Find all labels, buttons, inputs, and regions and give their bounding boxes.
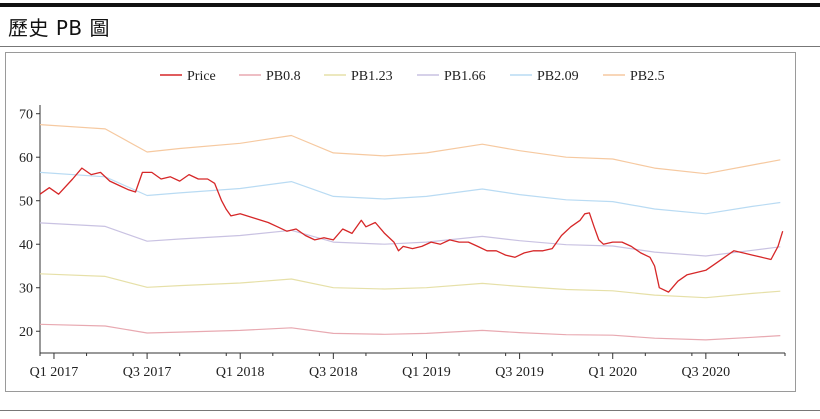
legend-label: PB2.09 [537, 69, 579, 84]
page-title: 歷史 PB 圖 [8, 16, 110, 40]
y-tick-label: 30 [19, 282, 33, 297]
y-tick-label: 60 [19, 151, 33, 166]
x-tick-label: Q3 2020 [682, 365, 731, 380]
header-divider [0, 46, 820, 47]
pb-history-chart: Price PB0.8 PB1.23 PB1.66 PB2.09 PB2.5 20 30 40… [19, 69, 786, 380]
x-tick-label: Q1 2019 [402, 365, 451, 380]
legend-label: PB2.5 [630, 69, 665, 84]
legend-label: PB0.8 [266, 69, 301, 84]
series-line-pb25 [39, 124, 781, 175]
legend-label: Price [187, 69, 216, 84]
series-line-pb123 [39, 273, 781, 299]
series-line-pb166 [39, 222, 781, 257]
x-tick-label: Q1 2020 [588, 365, 637, 380]
top-rule [0, 3, 820, 7]
chart-legend: Price PB0.8 PB1.23 PB1.66 PB2.09 PB2.5 [160, 69, 665, 84]
x-tick-label: Q3 2017 [123, 365, 172, 380]
series-line-pb209 [39, 171, 781, 215]
chart-frame: Price PB0.8 PB1.23 PB1.66 PB2.09 PB2.5 20 30 40… [5, 52, 796, 392]
series-line-pb08 [39, 323, 781, 341]
legend-label: PB1.23 [351, 69, 393, 84]
x-tick-label: Q3 2018 [309, 365, 358, 380]
series-line-price [39, 167, 784, 293]
chart-series [39, 124, 784, 341]
y-tick-label: 40 [19, 238, 33, 253]
x-tick-label: Q1 2017 [30, 365, 79, 380]
x-tick-label: Q1 2018 [216, 365, 265, 380]
chart-axes: 20 30 40 50 60 70 Q1 2017 Q3 2017 Q1 2018 Q3 2018… [19, 105, 786, 380]
y-tick-label: 50 [19, 195, 33, 210]
legend-label: PB1.66 [444, 69, 486, 84]
bottom-rule [0, 410, 820, 411]
y-tick-label: 20 [19, 325, 33, 340]
x-tick-label: Q3 2019 [495, 365, 544, 380]
y-tick-label: 70 [19, 108, 33, 123]
